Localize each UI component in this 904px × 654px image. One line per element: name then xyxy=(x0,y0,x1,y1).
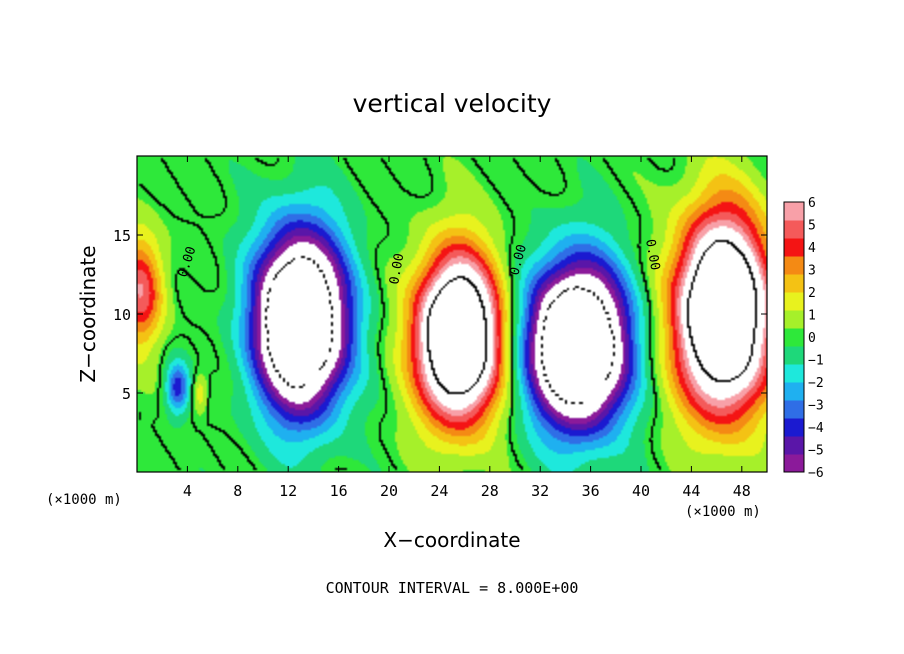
colorbar-tick-label: 1 xyxy=(808,309,816,324)
colorbar-frame xyxy=(783,201,805,473)
plot-area: 0.00 0.00 0.00 0.00 4 8 12 16 20 24 28 32 36 40 44… xyxy=(113,155,768,500)
colorbar-swatch xyxy=(784,328,804,347)
colorbar-tick-label: −4 xyxy=(808,421,824,436)
x-tick-label: 4 xyxy=(183,482,192,500)
x-unit-label-right: (×1000 m) xyxy=(685,504,761,520)
x-tick-label: 36 xyxy=(582,482,600,500)
colorbar-swatch xyxy=(784,364,804,383)
x-tick-label: 32 xyxy=(531,482,549,500)
y-tick-label: 10 xyxy=(113,306,131,324)
colorbar-tick-label: 4 xyxy=(808,241,816,256)
x-tick-label: 12 xyxy=(279,482,297,500)
y-axis-label: Z−coordinate xyxy=(76,245,100,382)
x-tick-label: 44 xyxy=(682,482,700,500)
x-axis-ticks: 4 8 12 16 20 24 28 32 36 40 44 48 xyxy=(183,156,751,500)
colorbar-swatch xyxy=(784,202,804,221)
y-axis-ticks: 5 10 15 xyxy=(113,227,767,403)
x-tick-label: 8 xyxy=(233,482,242,500)
contour-label-group: 0.00 0.00 0.00 0.00 xyxy=(176,238,663,286)
colorbar-tick-label: 2 xyxy=(808,286,816,301)
colorbar-swatch xyxy=(784,346,804,365)
colorbar: 6 5 4 3 2 1 0 −1 −2 −3 −4 −5 −6 xyxy=(783,196,824,481)
colorbar-swatch xyxy=(784,382,804,401)
chart-title: vertical velocity xyxy=(353,89,552,118)
colorbar-tick-label: 3 xyxy=(808,264,816,279)
y-tick-label: 15 xyxy=(113,227,131,245)
colorbar-tick-label: 0 xyxy=(808,331,816,346)
contour-interval-footer: CONTOUR INTERVAL = 8.000E+00 xyxy=(326,579,579,597)
colorbar-tick-label: 6 xyxy=(808,196,816,211)
x-tick-label: 24 xyxy=(430,482,448,500)
contour-label: 0.00 xyxy=(387,252,407,285)
colorbar-swatch xyxy=(784,310,804,329)
colorbar-swatch xyxy=(784,400,804,419)
y-tick-label: 5 xyxy=(122,385,131,403)
x-tick-label: 20 xyxy=(380,482,398,500)
colorbar-swatch xyxy=(784,238,804,257)
colorbar-swatch xyxy=(784,454,804,473)
colorbar-tick-label: −3 xyxy=(808,399,824,414)
x-tick-label: 16 xyxy=(330,482,348,500)
x-tick-label: 28 xyxy=(481,482,499,500)
colorbar-swatch xyxy=(784,418,804,437)
colorbar-swatch xyxy=(784,220,804,239)
x-tick-label: 40 xyxy=(632,482,650,500)
x-axis-label: X−coordinate xyxy=(383,528,520,552)
x-tick-label: 48 xyxy=(733,482,751,500)
contour-label: 0.00 xyxy=(642,238,662,271)
colorbar-tick-label: −1 xyxy=(808,354,824,369)
colorbar-swatch xyxy=(784,436,804,455)
colorbar-tick-label: −5 xyxy=(808,444,824,459)
colorbar-tick-label: −6 xyxy=(808,466,824,481)
colorbar-tick-label: 5 xyxy=(808,219,816,234)
colorbar-swatch xyxy=(784,292,804,311)
x-unit-label: (×1000 m) xyxy=(46,492,122,508)
colorbar-swatch xyxy=(784,256,804,275)
colorbar-swatch xyxy=(784,274,804,293)
heatmap-field xyxy=(137,156,767,472)
colorbar-tick-label: −2 xyxy=(808,376,824,391)
